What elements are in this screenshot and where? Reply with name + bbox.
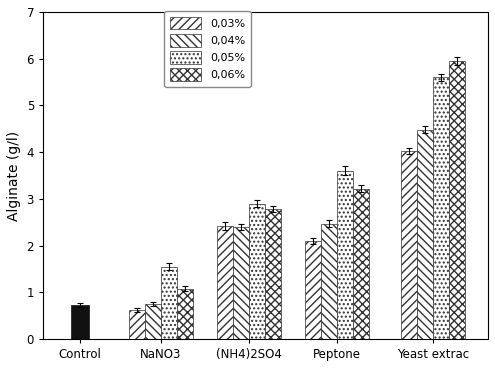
Bar (71, 305, 89, 339)
Bar (305, 241, 321, 339)
Legend: 0,03%, 0,04%, 0,05%, 0,06%: 0,03%, 0,04%, 0,05%, 0,06% (164, 11, 250, 87)
Bar (321, 224, 337, 339)
Bar (161, 266, 177, 339)
Bar (417, 130, 433, 339)
Bar (265, 209, 281, 339)
Bar (233, 227, 249, 339)
Bar (145, 304, 161, 339)
Bar (129, 310, 145, 339)
Bar (433, 77, 449, 339)
Bar (177, 289, 193, 339)
Y-axis label: Alginate (g/l): Alginate (g/l) (7, 130, 21, 220)
Bar (337, 171, 353, 339)
Bar (449, 61, 465, 339)
Bar (217, 226, 233, 339)
Bar (249, 204, 265, 339)
Bar (401, 151, 417, 339)
Bar (353, 188, 369, 339)
